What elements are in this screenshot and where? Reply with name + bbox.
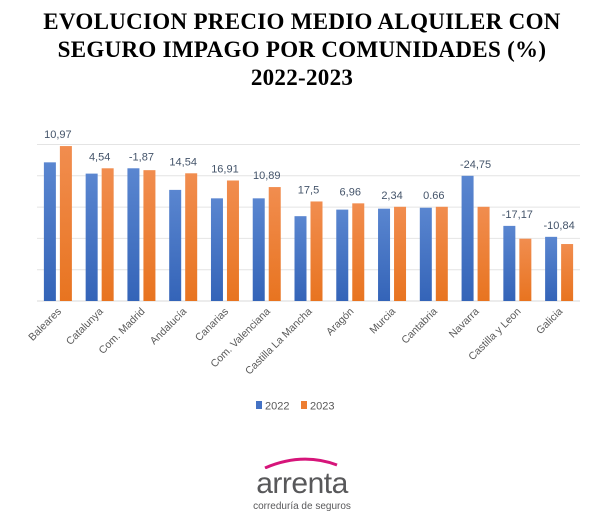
bar-2023 bbox=[59, 146, 72, 301]
bar-2023 bbox=[561, 244, 574, 301]
logo-arc bbox=[264, 457, 338, 469]
data-label: 6,96 bbox=[340, 186, 361, 198]
logo-tagline: correduría de seguros bbox=[253, 501, 351, 512]
title-line-3: 2022-2023 bbox=[250, 65, 354, 90]
x-tick-label: Navarra bbox=[447, 306, 482, 341]
data-label: 4,54 bbox=[89, 151, 110, 163]
x-tick-label: Galicia bbox=[534, 306, 565, 337]
bar-2022 bbox=[85, 173, 98, 301]
chart-title: EVOLUCION PRECIO MEDIO ALQUILER CON SEGU… bbox=[0, 8, 604, 92]
bar-2022 bbox=[127, 168, 140, 301]
bar-2023 bbox=[268, 187, 281, 301]
bar-2023 bbox=[477, 206, 490, 301]
x-tick-label: Murcia bbox=[367, 306, 398, 337]
legend-swatch-2023 bbox=[301, 401, 307, 409]
bar-2023 bbox=[435, 206, 448, 301]
bar-2023 bbox=[185, 173, 198, 301]
bar-2023 bbox=[394, 206, 407, 301]
title-line-1: EVOLUCION PRECIO MEDIO ALQUILER CON bbox=[43, 9, 561, 34]
logo-wordmark: arrenta bbox=[256, 467, 348, 500]
data-label: -10,84 bbox=[544, 220, 575, 232]
bar-2022 bbox=[169, 189, 182, 301]
data-label: -17,17 bbox=[502, 209, 533, 221]
bar-2022 bbox=[336, 209, 349, 301]
bar-2022 bbox=[378, 208, 391, 301]
data-label: -24,75 bbox=[460, 159, 491, 171]
bar-2023 bbox=[310, 201, 323, 301]
data-label: 14,54 bbox=[169, 156, 197, 168]
bar-2023 bbox=[143, 170, 156, 301]
x-tick-label: Canarias bbox=[193, 306, 231, 344]
bar-2023 bbox=[519, 238, 532, 301]
x-tick-label: Andalucía bbox=[148, 306, 190, 348]
bar-2022 bbox=[419, 207, 432, 301]
data-label: 17,5 bbox=[298, 184, 319, 196]
legend-label-2022: 2022 bbox=[265, 401, 289, 413]
bar-2022 bbox=[503, 225, 516, 301]
title-line-2: SEGURO IMPAGO POR COMUNIDADES (%) bbox=[57, 37, 547, 62]
x-tick-label: Cantabria bbox=[399, 306, 440, 347]
data-label: 0.66 bbox=[423, 190, 444, 202]
bar-2022 bbox=[252, 198, 265, 301]
data-label: 10,89 bbox=[253, 170, 281, 182]
data-label: 16,91 bbox=[211, 163, 239, 175]
x-tick-label: Catalunya bbox=[64, 306, 106, 348]
bar-2022 bbox=[210, 198, 223, 301]
bar-2023 bbox=[226, 180, 239, 301]
data-label: 2,34 bbox=[381, 190, 402, 202]
data-label: 10,97 bbox=[44, 129, 72, 141]
bar-2022 bbox=[294, 216, 307, 301]
bar-2022 bbox=[545, 236, 558, 301]
bar-2022 bbox=[43, 162, 56, 301]
bar-2023 bbox=[352, 203, 365, 301]
legend-swatch-2022 bbox=[256, 401, 262, 409]
data-label: -1,87 bbox=[129, 151, 154, 163]
x-tick-label: Baleares bbox=[26, 306, 64, 344]
legend-label-2023: 2023 bbox=[310, 401, 334, 413]
arrenta-logo: arrenta correduría de seguros bbox=[0, 455, 604, 512]
x-tick-label: Aragón bbox=[324, 306, 357, 339]
bar-2023 bbox=[101, 168, 114, 301]
bar-2022 bbox=[461, 175, 474, 301]
